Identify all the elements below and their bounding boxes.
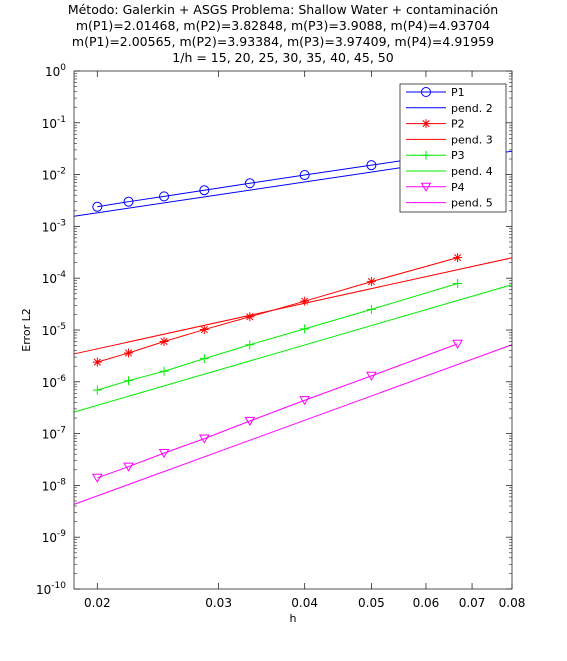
- data-point: [366, 371, 377, 381]
- x-tick-labels: 0.02 0.03 0.04 0.05 0.06 0.07 0.08: [84, 596, 525, 610]
- series-line: [73, 284, 513, 413]
- series-line: [97, 151, 458, 208]
- data-point: [245, 312, 255, 322]
- legend-marker: [421, 119, 431, 129]
- legend-label: P2: [451, 118, 465, 131]
- data-point: [299, 170, 310, 181]
- data-point: [453, 253, 463, 263]
- x-axis-label: h: [290, 612, 297, 625]
- x-tick-label: 0.05: [358, 596, 385, 610]
- y-tick-label: 10-2: [42, 167, 66, 183]
- series-p4: [91, 339, 463, 483]
- x-tick-label: 0.07: [459, 596, 486, 610]
- data-point: [453, 279, 463, 289]
- data-point: [199, 325, 209, 335]
- x-tick-label: 0.04: [291, 596, 318, 610]
- legend-label: pend. 3: [451, 133, 493, 146]
- data-point: [198, 434, 210, 444]
- series-line: [97, 283, 458, 391]
- data-point: [299, 396, 311, 406]
- legend-label: P3: [451, 149, 465, 162]
- series-line: [73, 257, 513, 355]
- legend-item: P1: [406, 86, 465, 99]
- series-layer: [73, 147, 513, 505]
- legend-item: pend. 2: [406, 102, 493, 115]
- title-line-2: m(P1)=2.01468, m(P2)=3.82848, m(P3)=3.90…: [76, 18, 490, 33]
- data-point: [199, 354, 209, 364]
- y-tick-label: 10-4: [42, 270, 67, 286]
- series-p3: [92, 279, 463, 395]
- data-point: [159, 366, 169, 376]
- y-tick-labels: 100 10-1 10-2 10-3 10-4 10-5 10-6 10-7 10-8 10-9 1…: [36, 63, 66, 597]
- data-point: [366, 277, 376, 287]
- legend-item: pend. 4: [406, 165, 493, 178]
- chart-title: Método: Galerkin + ASGS Problema: Shallo…: [68, 2, 498, 65]
- legend-label: pend. 5: [451, 197, 493, 210]
- x-tick-label: 0.08: [499, 596, 526, 610]
- series-pend-4: [73, 284, 513, 413]
- legend-marker: [421, 150, 431, 160]
- series-p2: [92, 253, 463, 367]
- data-point: [245, 340, 255, 350]
- legend-box: [399, 83, 507, 213]
- title-line-3: m(P1)=2.00565, m(P2)=3.93384, m(P3)=3.97…: [72, 34, 494, 49]
- y-tick-label: 10-8: [42, 477, 67, 493]
- data-point: [452, 339, 463, 349]
- legend-item: pend. 3: [406, 133, 493, 146]
- title-line-1: Método: Galerkin + ASGS Problema: Shallo…: [68, 2, 498, 17]
- y-tick-label: 10-6: [42, 374, 67, 390]
- data-point: [199, 185, 210, 196]
- y-tick-label: 10-5: [42, 322, 66, 338]
- y-tick-label: 100: [45, 63, 66, 79]
- data-point: [91, 473, 103, 483]
- legend: P1 pend. 2 P2 pend. 3 P3 pend. 4 P4 pend. 5: [399, 83, 507, 213]
- legend-label: P4: [451, 181, 465, 194]
- data-point: [244, 178, 255, 189]
- legend-marker: [420, 182, 432, 192]
- x-tick-label: 0.06: [413, 596, 440, 610]
- data-point: [159, 191, 170, 202]
- data-point: [123, 462, 134, 472]
- legend-item: pend. 5: [406, 197, 493, 210]
- x-tick-label: 0.02: [84, 596, 111, 610]
- data-point: [124, 348, 134, 358]
- data-point: [92, 201, 103, 212]
- title-line-4: 1/h = 15, 20, 25, 30, 35, 40, 45, 50: [172, 50, 393, 65]
- series-pend-5: [73, 344, 513, 505]
- x-tick-label: 0.03: [205, 596, 232, 610]
- data-point: [300, 296, 310, 306]
- series-line: [97, 257, 458, 363]
- series-line: [73, 344, 513, 505]
- data-point: [366, 304, 376, 314]
- data-point: [92, 357, 102, 367]
- y-axis-label: Error L2: [20, 308, 33, 351]
- data-point: [366, 160, 377, 171]
- data-point: [92, 385, 102, 395]
- data-point: [123, 196, 134, 207]
- plot-box: [73, 70, 513, 590]
- data-point: [158, 449, 170, 459]
- legend-marker: [421, 87, 431, 97]
- y-tick-label: 10-7: [42, 426, 66, 442]
- legend-item: P2: [406, 118, 465, 131]
- data-point: [124, 376, 134, 386]
- y-tick-label: 10-3: [42, 218, 66, 234]
- data-point: [300, 324, 310, 334]
- y-tick-label: 10-10: [36, 581, 66, 597]
- legend-items: P1 pend. 2 P2 pend. 3 P3 pend. 4 P4 pend. 5: [406, 86, 493, 210]
- y-tick-label: 10-1: [42, 115, 66, 131]
- legend-label: P1: [451, 86, 465, 99]
- legend-item: P3: [406, 149, 465, 162]
- data-point: [159, 336, 169, 346]
- legend-item: P4: [406, 181, 465, 194]
- legend-label: pend. 2: [451, 102, 493, 115]
- series-pend-3: [73, 257, 513, 355]
- legend-label: pend. 4: [451, 165, 493, 178]
- y-tick-label: 10-9: [42, 529, 67, 545]
- series-line: [97, 343, 458, 479]
- data-point: [244, 416, 256, 427]
